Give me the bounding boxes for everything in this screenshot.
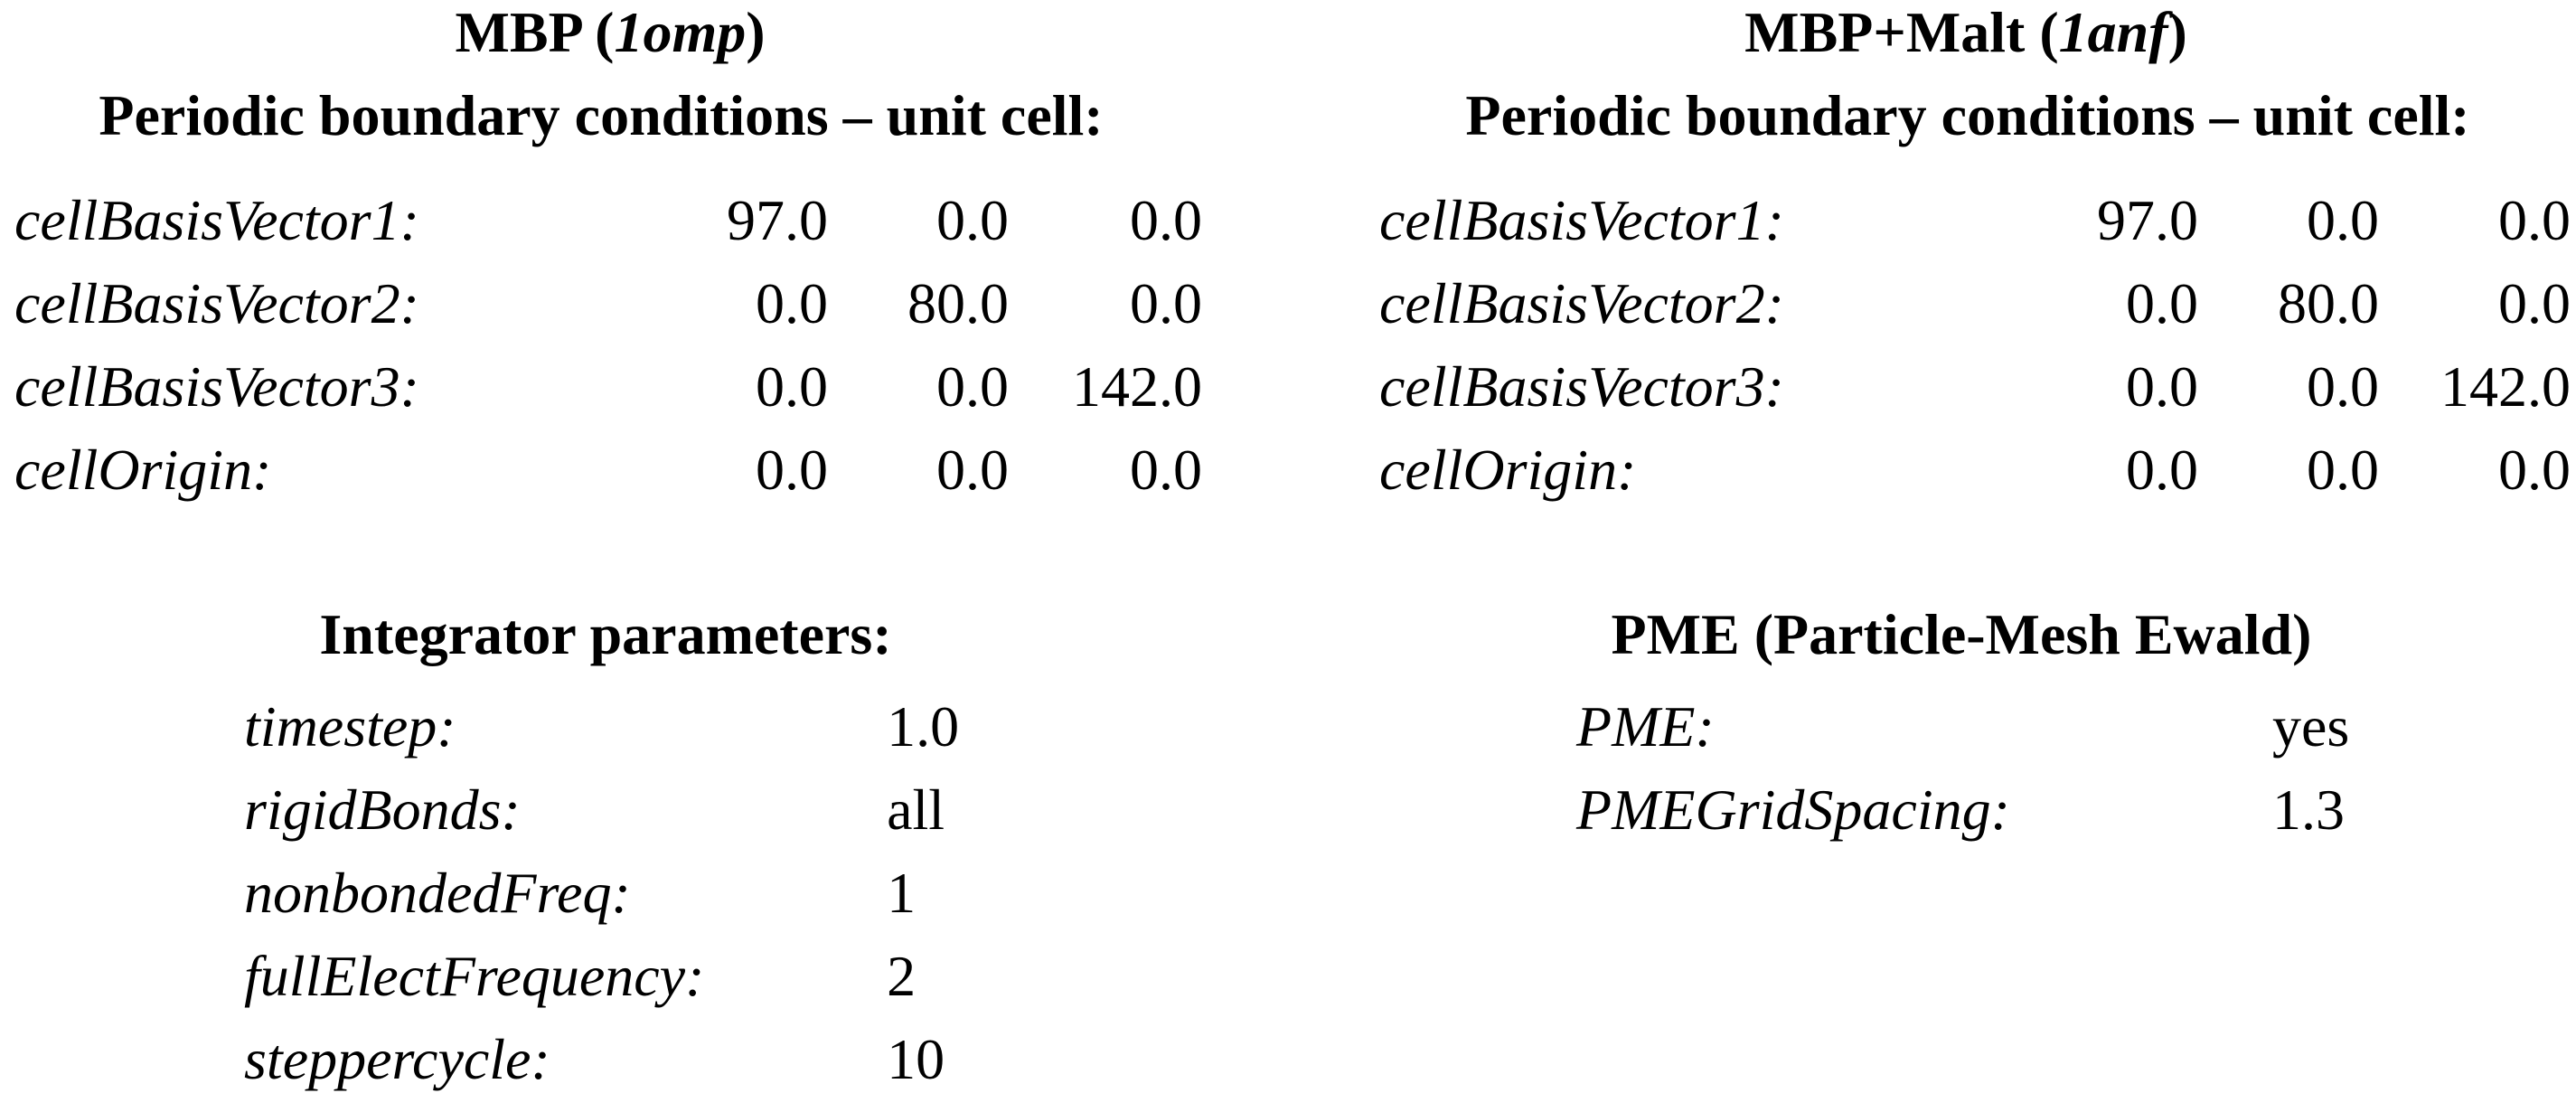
param-value: 1 [887, 861, 917, 925]
table-row: timestep: 1.0 [244, 685, 1030, 768]
mbp-malt-section: MBP+Malt (1anf) Periodic boundary condit… [1365, 0, 2576, 506]
param-label: PME: [1576, 694, 1715, 759]
mbp-pbc-heading: Periodic boundary conditions – unit cell… [99, 83, 1104, 147]
table-row: rigidBonds: all [244, 768, 1030, 852]
param-value: all [887, 777, 945, 842]
param-label: steppercycle: [244, 1027, 550, 1091]
param-value: 0.0 [1130, 438, 1202, 502]
mbp-malt-title-prefix: MBP+Malt ( [1744, 0, 2059, 64]
param-value: 0.0 [2498, 271, 2571, 335]
param-label: cellOrigin: [1379, 438, 1637, 502]
param-value: 0.0 [756, 438, 828, 502]
param-label: PMEGridSpacing: [1576, 777, 2010, 842]
param-value: 142.0 [1072, 354, 1202, 419]
mbp-title: MBP (1omp) [0, 4, 1220, 61]
param-value: 0.0 [1130, 271, 1202, 335]
param-label: rigidBonds: [244, 777, 521, 842]
table-row: cellBasisVector1: 97.0 0.0 0.0 [14, 179, 1202, 262]
param-value: 2 [887, 944, 917, 1008]
mbp-malt-pdb-code: 1anf [2058, 0, 2168, 64]
integrator-title: Integrator parameters: [319, 602, 892, 666]
param-value: 0.0 [2126, 438, 2198, 502]
table-row: cellBasisVector2: 0.0 80.0 0.0 [1379, 262, 2571, 345]
table-row: cellOrigin: 0.0 0.0 0.0 [1379, 429, 2571, 512]
param-value: 0.0 [2307, 354, 2379, 419]
pme-section: PME (Particle-Mesh Ewald) PME: yes PMEGr… [1537, 597, 2404, 868]
table-row: steppercycle: 10 [244, 1018, 1030, 1101]
mbp-unit-cell-table: cellBasisVector1: 97.0 0.0 0.0 cellBasis… [14, 179, 1202, 512]
integrator-table: timestep: 1.0 rigidBonds: all nonbondedF… [244, 685, 1030, 1101]
param-label: cellBasisVector2: [14, 271, 419, 335]
param-value: 0.0 [2126, 354, 2198, 419]
param-label: cellBasisVector1: [1379, 188, 1784, 252]
param-label: cellBasisVector3: [14, 354, 419, 419]
table-row: cellBasisVector3: 0.0 0.0 142.0 [1379, 345, 2571, 429]
param-value: 0.0 [2307, 188, 2379, 252]
pme-title: PME (Particle-Mesh Ewald) [1611, 602, 2312, 666]
param-value: 1.0 [887, 694, 960, 759]
param-value: 142.0 [2440, 354, 2571, 419]
param-value: 0.0 [936, 354, 1009, 419]
mbp-malt-unit-cell-table: cellBasisVector1: 97.0 0.0 0.0 cellBasis… [1379, 179, 2571, 512]
param-label: fullElectFrequency: [244, 944, 705, 1008]
param-label: timestep: [244, 694, 456, 759]
table-row: PME: yes [1576, 685, 2381, 768]
table-row: cellOrigin: 0.0 0.0 0.0 [14, 429, 1202, 512]
table-row: cellBasisVector3: 0.0 0.0 142.0 [14, 345, 1202, 429]
table-row: cellBasisVector1: 97.0 0.0 0.0 [1379, 179, 2571, 262]
mbp-malt-title-suffix: ) [2167, 0, 2187, 64]
param-label: cellOrigin: [14, 438, 272, 502]
param-value: 0.0 [756, 271, 828, 335]
param-value: yes [2272, 694, 2350, 759]
param-label: nonbondedFreq: [244, 861, 631, 925]
param-value: 97.0 [2097, 188, 2198, 252]
mbp-section: MBP (1omp) Periodic boundary conditions … [0, 0, 1229, 506]
param-value: 0.0 [1130, 188, 1202, 252]
param-value: 10 [887, 1027, 945, 1091]
param-label: cellBasisVector3: [1379, 354, 1784, 419]
param-value: 80.0 [907, 271, 1009, 335]
param-value: 0.0 [2307, 438, 2379, 502]
param-value: 0.0 [756, 354, 828, 419]
param-label: cellBasisVector2: [1379, 271, 1784, 335]
param-value: 0.0 [2498, 438, 2571, 502]
mbp-malt-title: MBP+Malt (1anf) [1365, 4, 2567, 61]
param-value: 0.0 [2498, 188, 2571, 252]
table-row: cellBasisVector2: 0.0 80.0 0.0 [14, 262, 1202, 345]
param-value: 0.0 [936, 188, 1009, 252]
param-label: cellBasisVector1: [14, 188, 419, 252]
param-value: 80.0 [2278, 271, 2379, 335]
table-row: fullElectFrequency: 2 [244, 935, 1030, 1018]
integrator-section: Integrator parameters: timestep: 1.0 rig… [217, 597, 1030, 1103]
param-value: 0.0 [2126, 271, 2198, 335]
param-value: 97.0 [727, 188, 828, 252]
mbp-malt-pbc-heading: Periodic boundary conditions – unit cell… [1465, 83, 2470, 147]
mbp-title-prefix: MBP ( [455, 0, 615, 64]
mbp-title-suffix: ) [746, 0, 766, 64]
param-value: 1.3 [2272, 777, 2345, 842]
pme-table: PME: yes PMEGridSpacing: 1.3 [1576, 685, 2381, 852]
param-value: 0.0 [936, 438, 1009, 502]
table-row: nonbondedFreq: 1 [244, 852, 1030, 935]
table-row: PMEGridSpacing: 1.3 [1576, 768, 2381, 852]
mbp-pdb-code: 1omp [614, 0, 747, 64]
